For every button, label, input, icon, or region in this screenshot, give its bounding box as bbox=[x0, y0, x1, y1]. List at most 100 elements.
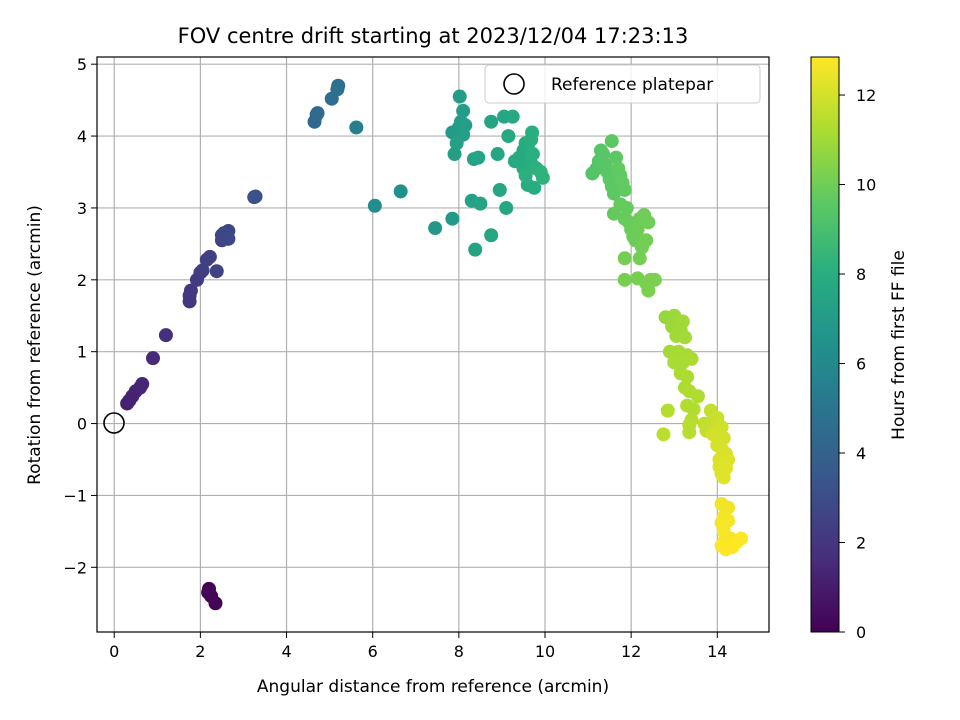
scatter-point bbox=[499, 200, 514, 215]
colorbar-ticks: 0 2 4 6 8 10 12 bbox=[839, 86, 876, 642]
scatter-point bbox=[630, 222, 645, 237]
colorbar-tick-label: 8 bbox=[856, 265, 866, 284]
scatter-point bbox=[734, 531, 748, 546]
scatter-point bbox=[209, 264, 224, 279]
scatter-point bbox=[208, 596, 223, 611]
colorbar-tick-label: 2 bbox=[856, 534, 866, 553]
scatter-point bbox=[647, 272, 662, 287]
scatter-point bbox=[349, 120, 364, 135]
x-tick-label: 4 bbox=[281, 642, 291, 661]
scatter-point bbox=[492, 182, 507, 197]
legend-box bbox=[484, 64, 761, 104]
scatter-point bbox=[725, 540, 740, 555]
colorbar-tick-label: 4 bbox=[856, 444, 866, 463]
scatter-point bbox=[135, 377, 150, 392]
scatter-point bbox=[617, 272, 632, 287]
legend: Reference platepar bbox=[484, 64, 761, 104]
scatter-point bbox=[449, 136, 464, 151]
scatter-point bbox=[330, 82, 345, 97]
scatter-point bbox=[367, 198, 382, 213]
colorbar-tick-label: 12 bbox=[856, 86, 876, 105]
scatter-point bbox=[527, 180, 542, 195]
scatter-point bbox=[660, 403, 675, 418]
scatter-point bbox=[473, 196, 488, 211]
scatter-point bbox=[714, 538, 729, 553]
scatter-point bbox=[158, 328, 173, 343]
scatter-point bbox=[686, 402, 701, 417]
y-tick-label: 4 bbox=[77, 127, 87, 146]
y-tick-label: −2 bbox=[63, 558, 87, 577]
scatter-point bbox=[501, 129, 516, 144]
y-tick-label: −1 bbox=[63, 486, 87, 505]
reference-platepar-marker bbox=[103, 412, 125, 434]
data-points bbox=[120, 78, 748, 611]
x-tick-label: 2 bbox=[195, 642, 205, 661]
scatter-point bbox=[146, 351, 160, 366]
scatter-point bbox=[248, 189, 263, 204]
scatter-point bbox=[183, 283, 198, 298]
y-tick-label: 1 bbox=[77, 343, 87, 362]
scatter-point bbox=[518, 168, 533, 183]
scatter-point bbox=[634, 240, 649, 255]
colorbar-label: Hours from first FF file bbox=[889, 250, 909, 440]
scatter-point bbox=[609, 150, 624, 165]
y-axis-ticks: −2 −1 0 1 2 3 4 5 bbox=[63, 55, 97, 577]
x-axis-label: Angular distance from reference (arcmin) bbox=[257, 677, 609, 697]
scatter-point bbox=[428, 221, 443, 236]
scatter-point bbox=[456, 103, 471, 118]
scatter-point bbox=[393, 184, 408, 199]
scatter-point bbox=[445, 211, 460, 226]
y-tick-label: 0 bbox=[77, 415, 87, 434]
scatter-point bbox=[690, 389, 705, 404]
scatter-point bbox=[682, 425, 697, 440]
scatter-point bbox=[535, 170, 550, 185]
x-tick-label: 6 bbox=[368, 642, 378, 661]
y-tick-label: 3 bbox=[77, 199, 87, 218]
scatter-point bbox=[684, 351, 699, 366]
y-tick-label: 5 bbox=[77, 55, 87, 74]
scatter-point bbox=[606, 186, 621, 201]
scatter-point bbox=[641, 215, 656, 230]
y-axis-label: Rotation from reference (arcmin) bbox=[25, 205, 45, 485]
scatter-point bbox=[195, 263, 210, 278]
scatter-point bbox=[596, 147, 611, 162]
scatter-point bbox=[447, 147, 462, 162]
x-tick-label: 10 bbox=[535, 642, 555, 661]
colorbar-tick-label: 10 bbox=[856, 176, 876, 195]
scatter-point bbox=[619, 200, 634, 215]
scatter-point bbox=[656, 427, 671, 442]
scatter-point bbox=[490, 147, 505, 162]
x-tick-label: 14 bbox=[707, 642, 727, 661]
scatter-point bbox=[452, 89, 467, 104]
scatter-point bbox=[505, 109, 520, 124]
colorbar-tick-label: 0 bbox=[856, 623, 866, 642]
scatter-point bbox=[202, 249, 217, 264]
x-tick-label: 0 bbox=[109, 642, 119, 661]
scatter-point bbox=[706, 427, 720, 442]
scatter-point bbox=[675, 314, 690, 329]
plot-frame bbox=[96, 56, 770, 633]
scatter-point bbox=[484, 114, 499, 129]
grid-lines bbox=[97, 57, 769, 632]
scatter-point bbox=[201, 585, 216, 600]
scatter-point bbox=[484, 228, 499, 243]
legend-entry-label: Reference platepar bbox=[551, 75, 713, 95]
legend-marker-icon bbox=[503, 73, 525, 95]
scatter-point bbox=[468, 242, 483, 257]
x-tick-label: 12 bbox=[621, 642, 641, 661]
scatter-point bbox=[718, 461, 733, 476]
scatter-point bbox=[310, 106, 325, 121]
scatter-point bbox=[617, 251, 632, 266]
colorbar-gradient bbox=[810, 56, 840, 633]
scatter-point bbox=[617, 182, 632, 197]
scatter-point bbox=[632, 251, 647, 266]
scatter-point bbox=[525, 147, 540, 162]
colorbar: 0 2 4 6 8 10 12 Hours from first FF file bbox=[810, 56, 909, 642]
x-axis-ticks: 0 2 4 6 8 10 12 14 bbox=[109, 632, 727, 661]
scatter-point bbox=[471, 150, 486, 165]
scatter-point bbox=[680, 369, 695, 384]
scatter-point bbox=[641, 283, 656, 298]
chart-title: FOV centre drift starting at 2023/12/04 … bbox=[178, 24, 689, 48]
scatter-point bbox=[221, 231, 236, 246]
